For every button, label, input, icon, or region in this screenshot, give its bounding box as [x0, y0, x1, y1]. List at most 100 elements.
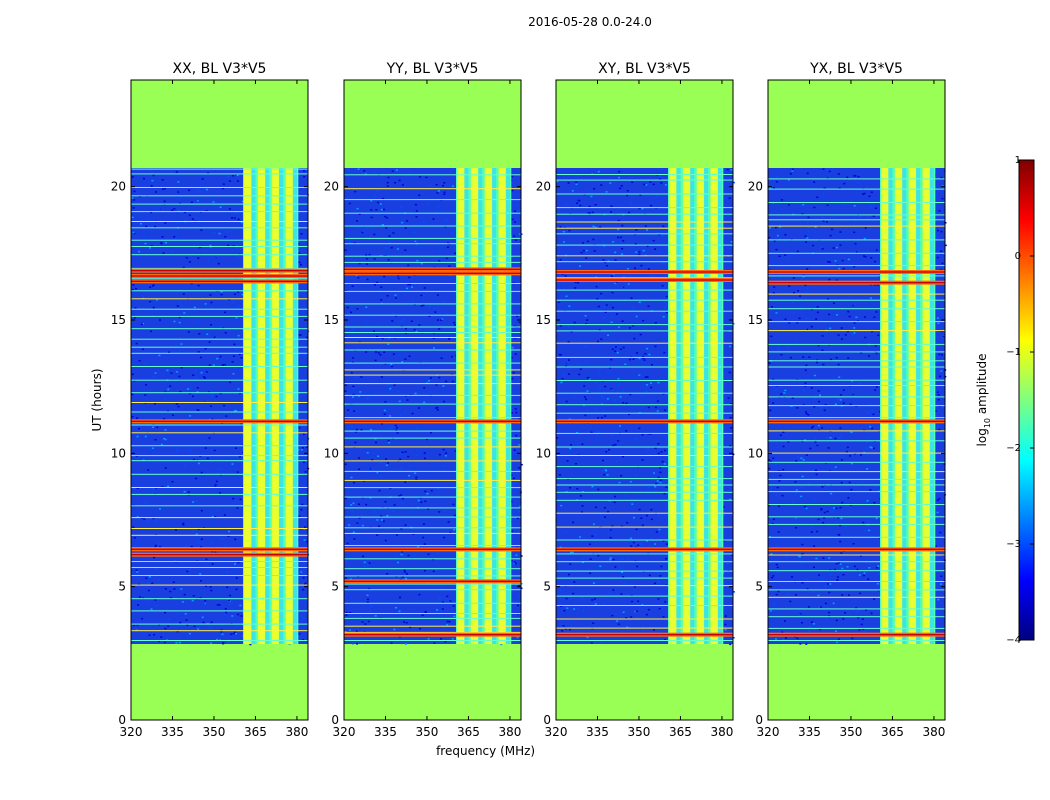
noise-pixel: [137, 604, 140, 606]
noise-pixel: [557, 301, 560, 304]
noise-pixel: [866, 436, 869, 439]
panel-title: YY, BL V3*V5: [386, 61, 479, 77]
noise-pixel: [304, 526, 307, 528]
noise-pixel: [141, 617, 144, 620]
noise-pixel: [726, 562, 729, 565]
strong-rfi-core: [768, 633, 945, 636]
noise-pixel: [772, 187, 775, 189]
noise-pixel: [377, 352, 380, 354]
noise-pixel: [858, 629, 861, 631]
noise-pixel: [591, 211, 594, 214]
time-flags: [556, 174, 733, 641]
noise-pixel: [834, 630, 837, 632]
noise-pixel: [303, 354, 306, 356]
noise-pixel: [805, 507, 808, 510]
noise-pixel: [438, 328, 441, 330]
noise-pixel: [599, 387, 602, 390]
flag-line: [131, 246, 308, 247]
noise-pixel: [934, 234, 937, 237]
noise-pixel: [577, 282, 579, 284]
noise-pixel: [654, 582, 656, 585]
noise-pixel: [220, 326, 223, 328]
noise-pixel: [362, 480, 365, 482]
noise-pixel: [597, 488, 600, 491]
noise-pixel: [203, 603, 206, 605]
noise-pixel: [611, 291, 614, 294]
noise-pixel: [515, 554, 518, 556]
noise-pixel: [564, 275, 567, 277]
noise-pixel: [616, 620, 619, 622]
noise-pixel: [233, 217, 236, 219]
noise-pixel: [135, 342, 138, 345]
flag-line: [556, 380, 733, 381]
noise-pixel: [510, 474, 513, 476]
noise-pixel: [782, 192, 785, 195]
x-tick-label: 320: [545, 725, 568, 739]
noise-pixel: [453, 529, 456, 531]
noise-pixel: [630, 616, 633, 618]
noise-pixel: [175, 403, 178, 405]
noise-pixel: [625, 617, 628, 619]
flag-line: [344, 545, 521, 546]
noise-pixel: [235, 409, 237, 412]
noise-pixel: [164, 187, 166, 190]
noise-pixel: [609, 557, 612, 559]
noise-pixel: [600, 292, 603, 295]
noise-pixel: [136, 435, 139, 438]
noise-pixel: [598, 329, 601, 331]
time-flags: [344, 174, 521, 641]
noise-pixel: [646, 540, 648, 542]
noise-pixel: [142, 323, 145, 325]
y-tick-label: 5: [755, 580, 763, 594]
noise-pixel: [850, 462, 853, 465]
noise-pixel: [152, 284, 155, 286]
noise-pixel: [373, 233, 376, 236]
noise-pixel: [657, 443, 660, 445]
noise-pixel: [816, 311, 819, 314]
noise-pixel: [164, 429, 167, 431]
noise-pixel: [433, 308, 436, 310]
strong-rfi-core: [131, 269, 308, 272]
x-tick-label: 365: [457, 725, 480, 739]
colorbar-tick-label: −3: [1006, 539, 1021, 550]
noise-pixel: [390, 345, 393, 347]
noise-pixel: [657, 251, 660, 253]
noise-pixel: [147, 589, 150, 592]
noise-pixel: [614, 346, 617, 348]
flag-line: [131, 487, 308, 488]
noise-pixel: [396, 248, 399, 250]
noise-pixel: [240, 357, 243, 359]
noise-pixel: [605, 191, 608, 193]
noise-pixel: [574, 281, 577, 284]
noise-pixel: [817, 594, 820, 597]
noise-pixel: [429, 367, 432, 369]
rfi-strip-dark: [703, 168, 709, 644]
noise-pixel: [188, 261, 191, 263]
noise-pixel: [776, 486, 779, 489]
noise-pixel: [935, 545, 937, 547]
noise-pixel: [826, 510, 829, 513]
noise-pixel: [940, 312, 943, 314]
noise-pixel: [778, 238, 781, 240]
noise-pixel: [800, 495, 803, 498]
noise-pixel: [772, 378, 775, 381]
noise-pixel: [131, 393, 134, 396]
noise-pixel: [215, 480, 218, 483]
noise-pixel: [853, 327, 856, 329]
noise-pixel: [934, 277, 937, 279]
noise-pixel: [230, 633, 233, 635]
noise-pixel: [433, 642, 436, 644]
noise-pixel: [229, 180, 231, 182]
noise-pixel: [515, 411, 518, 414]
noise-pixel: [414, 392, 417, 395]
noise-pixel: [179, 301, 182, 304]
noise-pixel: [225, 415, 228, 417]
noise-pixel: [149, 302, 152, 305]
flag-line: [344, 446, 521, 448]
noise-pixel: [213, 231, 216, 234]
flag-line: [344, 394, 521, 396]
noise-pixel: [513, 562, 516, 565]
noise-pixel: [436, 406, 439, 409]
noise-pixel: [192, 501, 195, 503]
noise-pixel: [817, 518, 820, 521]
